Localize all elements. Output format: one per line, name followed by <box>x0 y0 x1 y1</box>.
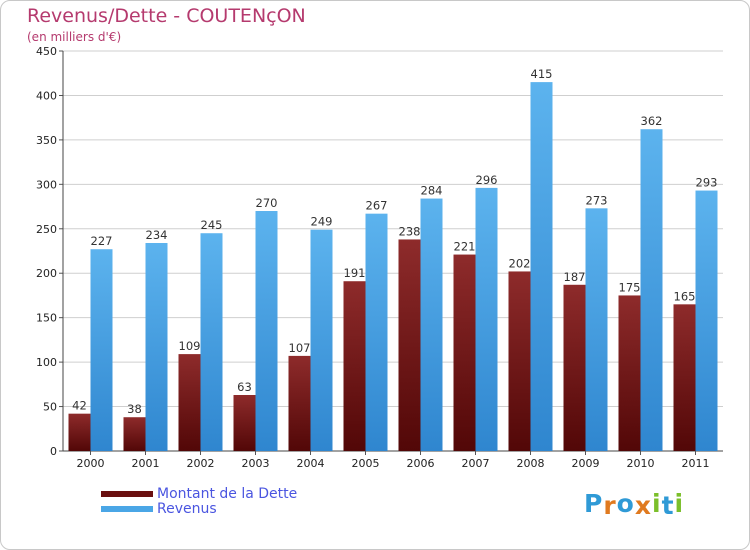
bar-revenus <box>585 208 608 451</box>
data-label-dette: 191 <box>344 266 366 280</box>
bar-dette <box>673 304 696 451</box>
bar-revenus <box>90 249 113 451</box>
logo-letter: i <box>652 489 662 518</box>
bar-dette <box>123 417 146 451</box>
bar-revenus <box>310 229 333 451</box>
x-tick-label: 2000 <box>77 457 105 470</box>
bar-dette <box>233 395 256 451</box>
x-tick-label: 2010 <box>627 457 655 470</box>
bar-revenus <box>475 187 498 451</box>
logo-letter: i <box>674 489 685 518</box>
data-label-dette: 187 <box>564 270 586 284</box>
bar-dette <box>343 281 366 451</box>
chart-subtitle: (en milliers d'€) <box>27 30 122 44</box>
y-tick-label: 100 <box>36 356 57 369</box>
bar-dette <box>398 239 421 451</box>
x-tick-label: 2009 <box>572 457 600 470</box>
data-label-dette: 42 <box>72 399 87 413</box>
data-label-revenus: 415 <box>531 67 553 81</box>
data-label-dette: 38 <box>127 402 142 416</box>
y-tick-label: 50 <box>43 401 57 414</box>
data-label-revenus: 293 <box>696 176 718 190</box>
logo-letter: x <box>634 491 652 520</box>
logo-letter: o <box>616 489 635 518</box>
data-label-revenus: 227 <box>91 234 113 248</box>
bar-dette <box>288 355 311 451</box>
data-label-revenus: 270 <box>256 196 278 210</box>
x-tick-label: 2004 <box>297 457 325 470</box>
bar-dette <box>68 413 91 451</box>
y-tick-label: 250 <box>36 223 57 236</box>
bar-dette <box>508 271 531 451</box>
x-tick-label: 2008 <box>517 457 545 470</box>
plot-area <box>63 51 723 451</box>
x-tick-label: 2007 <box>462 457 490 470</box>
bar-revenus <box>255 211 278 451</box>
data-label-revenus: 267 <box>366 199 388 213</box>
data-label-revenus: 245 <box>201 218 223 232</box>
data-label-dette: 109 <box>179 339 201 353</box>
proxiti-logo: Proxiti <box>584 489 685 520</box>
data-label-dette: 202 <box>509 256 531 270</box>
y-tick-label: 350 <box>36 134 57 147</box>
legend-swatch-dette <box>101 491 153 497</box>
y-tick-label: 400 <box>36 89 57 102</box>
bar-revenus <box>365 213 388 451</box>
x-tick-label: 2002 <box>187 457 215 470</box>
bar-revenus <box>640 129 663 451</box>
data-label-revenus: 273 <box>586 193 608 207</box>
bar-dette <box>178 354 201 451</box>
y-tick-label: 450 <box>36 45 57 58</box>
legend-swatch-revenus <box>101 506 153 512</box>
data-label-revenus: 249 <box>311 215 333 229</box>
x-tick-label: 2011 <box>682 457 710 470</box>
data-label-revenus: 234 <box>146 228 168 242</box>
y-tick-label: 0 <box>50 445 57 458</box>
bar-revenus <box>530 82 553 451</box>
data-label-revenus: 362 <box>641 114 663 128</box>
data-label-dette: 238 <box>399 224 421 238</box>
logo-letter: r <box>603 491 617 520</box>
chart-title: Revenus/Dette - COUTENçON <box>27 5 306 27</box>
y-tick-label: 150 <box>36 312 57 325</box>
data-label-dette: 165 <box>674 289 696 303</box>
logo-letter: P <box>584 489 604 518</box>
logo-letter: t <box>661 491 675 520</box>
y-tick-label: 200 <box>36 267 57 280</box>
bar-revenus <box>200 233 223 451</box>
data-label-dette: 175 <box>619 280 641 294</box>
y-tick-label: 300 <box>36 178 57 191</box>
legend-label-revenus: Revenus <box>157 501 217 517</box>
data-label-revenus: 284 <box>421 184 443 198</box>
data-label-dette: 63 <box>237 380 252 394</box>
x-tick-label: 2001 <box>132 457 160 470</box>
data-label-dette: 107 <box>289 341 311 355</box>
bar-dette <box>618 295 641 451</box>
legend-label-dette: Montant de la Dette <box>157 486 298 502</box>
x-tick-label: 2005 <box>352 457 380 470</box>
data-label-dette: 221 <box>454 240 476 254</box>
bar-revenus <box>145 243 168 451</box>
x-tick-label: 2006 <box>407 457 435 470</box>
bar-dette <box>453 254 476 451</box>
data-label-revenus: 296 <box>476 173 498 187</box>
x-tick-label: 2003 <box>242 457 270 470</box>
bar-revenus <box>695 190 718 452</box>
bar-dette <box>563 284 586 451</box>
bar-revenus <box>420 198 443 451</box>
